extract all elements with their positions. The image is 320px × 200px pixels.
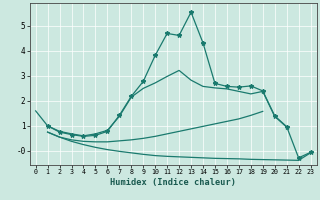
X-axis label: Humidex (Indice chaleur): Humidex (Indice chaleur) [110, 178, 236, 187]
